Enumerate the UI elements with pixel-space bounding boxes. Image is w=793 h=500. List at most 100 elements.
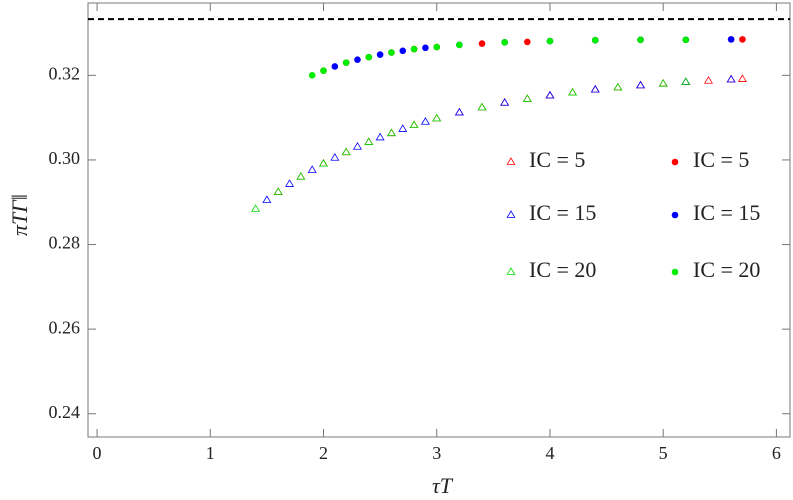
triangle-marker	[432, 113, 442, 122]
triangle-marker	[319, 158, 329, 167]
circle-marker	[727, 36, 735, 43]
triangle-marker	[251, 204, 261, 212]
triangle-marker	[307, 165, 317, 173]
legend-label: IC = 5	[693, 147, 749, 172]
legend-marker	[671, 268, 679, 276]
circle-marker	[365, 53, 373, 61]
triangle-marker	[296, 172, 306, 180]
legend-marker	[506, 210, 516, 218]
triangle-marker	[285, 179, 295, 187]
triangle-marker	[386, 128, 396, 137]
triangle-marker	[477, 102, 487, 111]
circle-marker	[546, 37, 554, 45]
triangle-marker	[296, 172, 306, 180]
triangle-marker	[545, 90, 555, 99]
x-axis-label: τT	[432, 473, 454, 498]
triangle-marker	[590, 84, 600, 93]
triangle-marker	[522, 94, 532, 102]
triangle-marker	[454, 107, 464, 116]
y-tick-label: 0.24	[49, 402, 81, 422]
triangle-marker	[432, 113, 442, 122]
triangle-marker	[681, 77, 691, 85]
triangle-marker	[375, 132, 385, 141]
triangle-marker	[420, 117, 430, 125]
legend-label: IC = 15	[529, 200, 596, 225]
triangle-marker	[703, 76, 713, 84]
circle-marker	[399, 47, 407, 55]
triangle-marker	[726, 74, 736, 83]
triangle-marker	[636, 80, 646, 89]
triangle-marker	[398, 124, 408, 132]
triangle-marker	[726, 74, 736, 83]
y-tick-label: 0.30	[49, 148, 81, 168]
y-tick-label: 0.32	[49, 63, 81, 83]
triangle-marker	[352, 142, 362, 150]
y-axis-label: πTΓ‖	[7, 194, 32, 236]
x-tick-label: 6	[772, 443, 781, 463]
triangle-marker	[658, 79, 668, 87]
circle-marker	[342, 59, 350, 66]
triangle-marker	[568, 87, 578, 96]
legend-marker	[671, 158, 679, 166]
circle-marker	[739, 36, 746, 43]
circle-marker	[388, 49, 395, 56]
circle-marker	[682, 36, 690, 44]
triangle-marker	[522, 94, 532, 102]
circle-marker	[308, 72, 316, 79]
circle-marker	[501, 39, 508, 46]
x-tick-label: 0	[93, 443, 102, 463]
x-tick-label: 4	[545, 443, 554, 463]
y-tick-label: 0.28	[49, 233, 81, 253]
triangle-marker	[319, 158, 329, 167]
triangle-marker	[568, 87, 578, 96]
circle-marker	[456, 41, 463, 49]
legend-marker	[506, 157, 516, 165]
triangle-marker	[590, 84, 600, 93]
circle-marker	[331, 63, 339, 70]
circle-marker	[354, 56, 361, 63]
triangle-marker	[658, 79, 668, 87]
legend-label: IC = 5	[529, 147, 585, 172]
triangle-marker	[409, 120, 419, 129]
triangle-marker	[273, 187, 283, 195]
x-tick-label: 3	[432, 443, 441, 463]
circle-marker	[433, 43, 441, 51]
triangle-marker	[262, 195, 272, 203]
circle-marker	[591, 36, 599, 44]
triangle-marker	[409, 120, 419, 129]
y-tick-label: 0.26	[49, 317, 81, 337]
triangle-marker	[613, 82, 623, 91]
triangle-marker	[737, 74, 747, 82]
circle-marker	[637, 36, 644, 44]
triangle-marker	[681, 77, 691, 85]
triangle-marker	[386, 128, 396, 137]
legend-label: IC = 20	[693, 257, 760, 282]
triangle-marker	[477, 102, 487, 111]
triangle-marker	[341, 147, 351, 156]
plot-frame	[87, 2, 791, 438]
x-tick-label: 5	[659, 443, 668, 463]
circle-marker	[410, 45, 418, 53]
triangle-marker	[341, 147, 351, 156]
triangle-marker	[364, 137, 374, 145]
circle-marker	[524, 38, 531, 46]
x-tick-label: 2	[319, 443, 328, 463]
circle-marker	[320, 67, 327, 74]
triangle-marker	[681, 77, 691, 85]
triangle-marker	[330, 153, 340, 161]
triangle-marker	[636, 80, 646, 89]
circle-marker	[376, 51, 384, 58]
triangle-marker	[273, 187, 283, 195]
triangle-marker	[500, 98, 510, 106]
legend-marker	[671, 211, 679, 219]
circle-marker	[422, 44, 429, 52]
triangle-marker	[364, 137, 374, 145]
triangle-marker	[613, 82, 623, 91]
triangle-marker	[500, 98, 510, 106]
legend-label: IC = 15	[693, 200, 760, 225]
x-tick-label: 1	[206, 443, 215, 463]
triangle-marker	[454, 107, 464, 116]
legend-marker	[506, 267, 516, 275]
circle-marker	[478, 40, 486, 47]
